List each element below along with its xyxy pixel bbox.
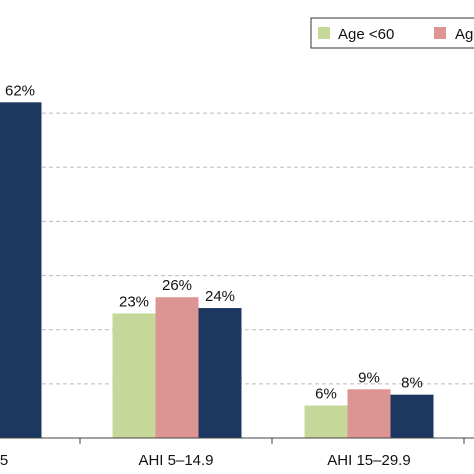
category-label: AHI 15–29.9: [327, 452, 410, 469]
bar-series3-3: [390, 394, 434, 438]
category-labels: 5 AHI 5–14.9 AHI 15–29.9: [0, 452, 411, 469]
bar-value-label: 9%: [358, 369, 380, 386]
bar-value-label: 62%: [5, 82, 35, 99]
bar-series3-1: [0, 102, 42, 439]
bar-value-label: 6%: [315, 386, 337, 403]
gridlines: [0, 112, 474, 385]
category-label: AHI 5–14.9: [138, 452, 213, 469]
bar-value-label: 23%: [119, 293, 149, 310]
bar-series1-3: [304, 405, 348, 438]
bar-value-labels: 23% 6% 26% 9% 62% 24% 8%: [5, 82, 423, 402]
x-axis-ticks: [79, 438, 465, 444]
bar-value-label: 26%: [162, 277, 192, 294]
bars: [0, 102, 434, 439]
legend-label-1: Age <60: [338, 26, 394, 43]
bar-series2-3: [347, 389, 391, 438]
legend-label-2: Ag: [455, 26, 473, 43]
bar-value-label: 24%: [205, 288, 235, 305]
legend-swatch-1: [318, 27, 330, 39]
bar-series3-2: [198, 308, 242, 438]
bar-series2-2: [155, 297, 199, 438]
bar-series1-2: [112, 313, 156, 438]
legend: Age <60 Ag: [310, 17, 474, 49]
category-label: 5: [0, 452, 8, 469]
legend-swatch-2: [434, 27, 446, 39]
bar-value-label: 8%: [401, 375, 423, 392]
legend-box: [310, 17, 474, 49]
